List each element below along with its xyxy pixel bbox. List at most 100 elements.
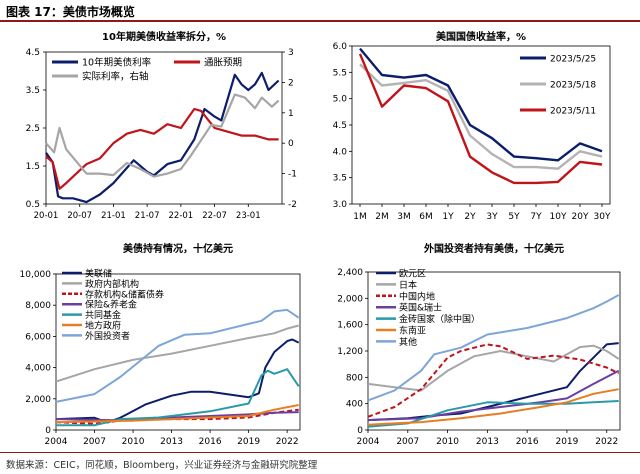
y-tick-label: 3.5 [26, 86, 40, 96]
x-tick-label: 2013 [160, 437, 183, 447]
series-line-0 [45, 71, 280, 204]
y-tick-label: 800 [346, 373, 363, 383]
legend-label: 东南亚 [399, 325, 426, 337]
legend-label: 政府内部机构 [85, 278, 139, 290]
y-tick-label: 5.0 [333, 95, 348, 105]
x-tick-label: 2004 [45, 437, 68, 447]
plot-frame [55, 273, 301, 431]
figure-header: 图表 17：美债市场概览 [0, 0, 640, 22]
y2-tick-label: 0 [288, 139, 294, 149]
x-tick-label: 2010 [122, 437, 145, 447]
y-tick-label: 8,000 [25, 301, 51, 311]
y-tick-label: 4.5 [26, 48, 40, 58]
series-line-6 [55, 308, 300, 403]
y-tick-label: 2,000 [337, 294, 363, 304]
chart-treasury-holdings: 美债持有情况，十亿美元 0 2,000 4,000 6,000 8,000 10,000 20… [20, 242, 301, 447]
figure-label: 图表 17：美债市场概览 [6, 5, 135, 19]
legend-label: 2023/5/11 [550, 107, 596, 117]
series-line-1 [359, 63, 603, 170]
legend-label: 英国&瑞士 [399, 302, 442, 314]
legend-label: 10年期美债利率 [82, 57, 152, 69]
series-line-2 [358, 53, 603, 185]
y-tick-label: 1.5 [26, 162, 40, 172]
x-tick-label: 2019 [555, 437, 578, 447]
y-tick-label: 0.5 [26, 200, 40, 210]
chart-title: 美国国债收益率，% [436, 30, 526, 43]
chart-foreign-holdings: 外国投资者持有美债，十亿美元 0 400 800 1,200 1,600 2,000 2,40… [337, 242, 621, 447]
x-tick-label: 2013 [476, 437, 499, 447]
y-tick-label: 3.5 [333, 174, 347, 184]
x-tick-label: 20-07 [67, 211, 92, 221]
x-tick-label: 5Y [508, 212, 520, 222]
source-note: 数据来源：CEIC，同花顺，Bloomberg，兴业证券经济与金融研究院整理 [6, 460, 318, 471]
x-tick-label: 3M [397, 212, 411, 222]
x-tick-label: 2004 [357, 437, 380, 447]
series-line-5 [367, 388, 619, 426]
x-tick-label: 2010 [436, 437, 459, 447]
y2-tick-label: -2 [288, 200, 297, 210]
y-tick-label: 4.5 [333, 121, 347, 131]
y-tick-label: 1,600 [337, 321, 363, 331]
y-tick-label: 0 [45, 426, 51, 436]
x-tick-label: 2022 [276, 437, 299, 447]
legend-label: 存款机构&储蓄债券 [85, 288, 164, 300]
legend-label: 2023/5/18 [550, 81, 596, 91]
x-tick-label: 23-01 [236, 211, 261, 221]
x-tick-label: 22-07 [202, 211, 227, 221]
x-tick-label: 2Y [464, 212, 476, 222]
y-tick-label: 4.0 [333, 147, 348, 157]
series-line-4 [367, 400, 619, 428]
x-tick-label: 22-01 [169, 211, 194, 221]
x-tick-label: 2007 [83, 437, 106, 447]
y-tick-label: 4,000 [25, 364, 51, 374]
footer-rule [0, 452, 640, 453]
x-tick-label: 7Y [530, 212, 542, 222]
series-line-2 [367, 343, 620, 418]
legend-label: 外国投资者 [85, 330, 130, 342]
series-line-0 [359, 47, 603, 162]
x-tick-label: 3Y [486, 212, 498, 222]
x-tick-label: 30Y [594, 212, 611, 222]
x-tick-label: 2007 [396, 437, 419, 447]
legend-label: 地方政府 [85, 320, 121, 332]
x-tick-label: 2016 [199, 437, 222, 447]
legend-label: 其他 [399, 336, 417, 348]
legend-label: 美联储 [85, 268, 112, 280]
legend-label: 2023/5/25 [550, 55, 596, 65]
series-line-6 [367, 294, 620, 402]
series-line-1 [367, 344, 620, 392]
y-tick-label: 10,000 [20, 270, 52, 280]
series-line-3 [367, 369, 620, 422]
series-line-1 [55, 324, 299, 383]
legend-label: 日本 [399, 279, 417, 291]
x-tick-label: 6M [419, 212, 433, 222]
plot-frame [351, 45, 611, 205]
x-tick-label: 21-01 [101, 211, 126, 221]
legend-label: 实际利率，右轴 [82, 71, 149, 83]
y-tick-label: 6,000 [25, 332, 51, 342]
x-tick-label: 1Y [442, 212, 454, 222]
y-tick-label: 3.0 [333, 200, 348, 210]
x-tick-label: 2022 [595, 437, 618, 447]
y-tick-label: 0 [357, 426, 363, 436]
x-tick-label: 2019 [237, 437, 260, 447]
y-tick-label: 5.5 [333, 68, 347, 78]
chart-title: 外国投资者持有美债，十亿美元 [423, 242, 564, 255]
y2-tick-label: -1 [288, 170, 297, 180]
legend-label: 欧元区 [399, 268, 426, 280]
legend-label: 金砖国家（除中国） [399, 313, 480, 325]
series-line-3 [55, 411, 299, 422]
y-tick-label: 2,000 [25, 395, 51, 405]
chart-treasury-yield-curve: 美国国债收益率，% 3.0 3.5 4.0 4.5 5.0 5.5 6.0 1M 2M 3M 6M 1Y… [333, 30, 611, 222]
chart-yield-decomposition: 10年期美债收益率拆分，% 0.5 1.5 2.5 3.5 4.5 -2 -1 0 1 2 3 20-0… [26, 30, 297, 221]
legend-label: 通胀预期 [204, 58, 242, 69]
y-tick-label: 400 [346, 400, 363, 410]
series-line-2 [45, 93, 280, 178]
y-tick-label: 2.5 [26, 124, 40, 134]
x-tick-label: 1M [353, 212, 367, 222]
x-tick-label: 2M [375, 212, 389, 222]
y2-tick-label: 2 [288, 78, 294, 88]
x-tick-label: 2016 [516, 437, 539, 447]
x-tick-label: 21-07 [135, 211, 160, 221]
x-tick-label: 20Y [572, 212, 589, 222]
